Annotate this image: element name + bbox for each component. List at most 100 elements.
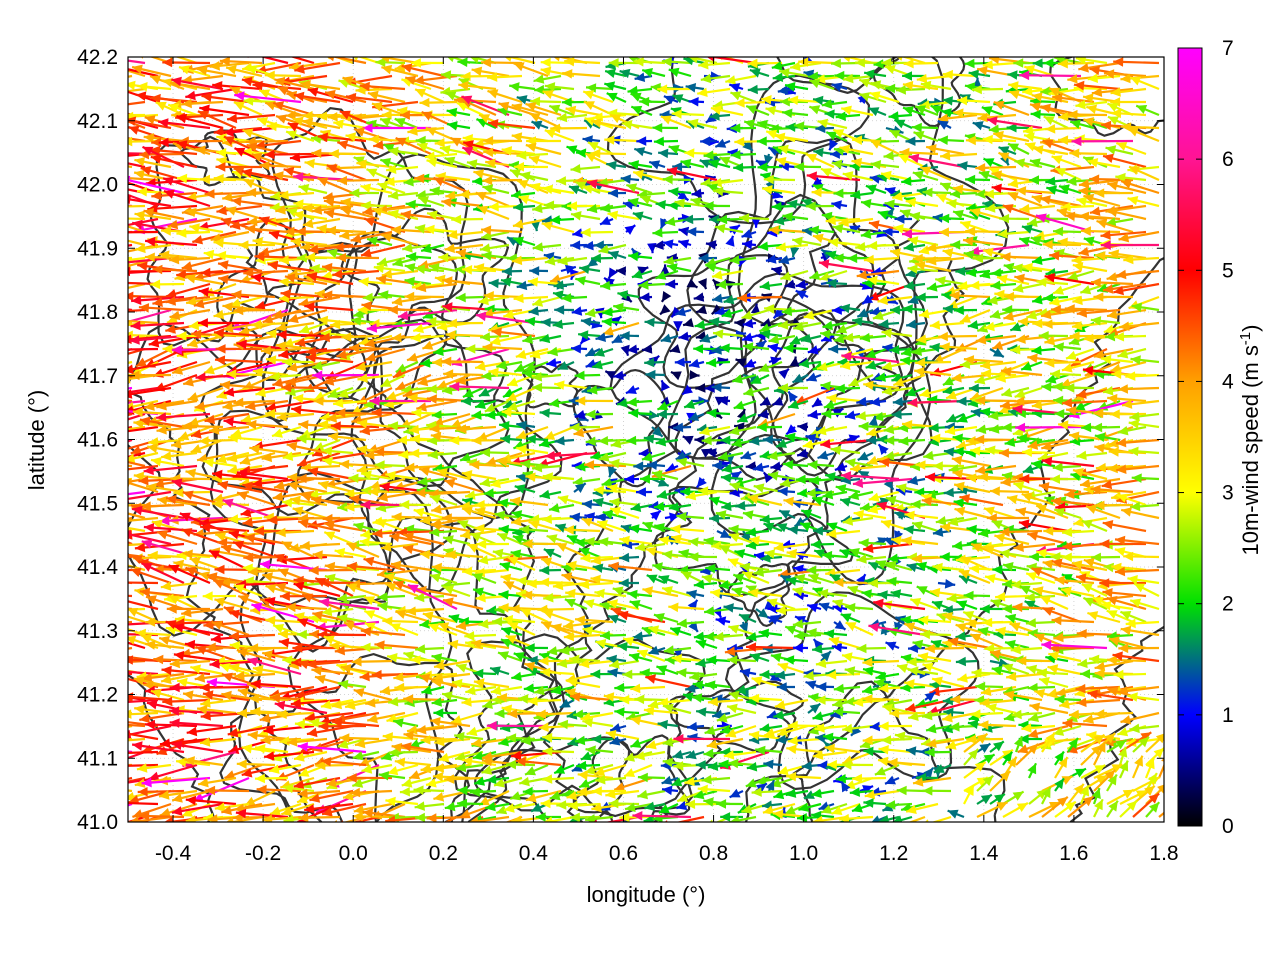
wind-arrow-head xyxy=(419,466,431,476)
wind-arrow-head xyxy=(869,306,881,316)
wind-arrow-head xyxy=(200,267,211,278)
wind-arrow-head xyxy=(381,110,392,120)
wind-arrow-head xyxy=(554,436,565,446)
wind-arrow-head xyxy=(926,144,937,154)
wind-arrow-head xyxy=(130,445,142,455)
wind-arrow-head xyxy=(550,123,561,134)
wind-arrow-head xyxy=(471,435,482,446)
wind-arrow-head xyxy=(833,334,845,344)
wind-arrow-head xyxy=(1089,65,1100,76)
wind-arrow-head xyxy=(1090,277,1101,288)
wind-arrow-head xyxy=(956,396,967,406)
wind-arrow-head xyxy=(828,237,839,248)
wind-arrow-head xyxy=(561,97,572,107)
wind-arrow-head xyxy=(280,289,291,299)
wind-arrow-head xyxy=(447,229,458,240)
wind-arrow-head xyxy=(670,371,682,381)
wind-arrow-head xyxy=(445,190,456,201)
wind-arrow-head xyxy=(553,280,564,290)
wind-arrow-head xyxy=(713,329,724,339)
wind-arrow-head xyxy=(709,317,720,327)
wind-arrow-head xyxy=(136,357,147,367)
wind-arrow-head xyxy=(96,290,106,300)
wind-arrow-head xyxy=(513,62,525,72)
wind-arrow-head xyxy=(1041,456,1053,467)
wind-arrow-shaft xyxy=(1015,425,1082,429)
wind-arrow-head xyxy=(516,444,527,455)
wind-arrow-head xyxy=(1136,105,1148,114)
wind-arrow-head xyxy=(665,279,676,289)
wind-arrow-head xyxy=(151,457,162,467)
wind-arrow-head xyxy=(641,344,653,354)
wind-arrow-head xyxy=(374,460,385,470)
wind-arrow-head xyxy=(935,276,946,286)
wind-arrow-head xyxy=(151,137,162,148)
wind-arrow-head xyxy=(780,97,790,107)
wind-arrow-head xyxy=(751,217,761,228)
wind-arrow-head xyxy=(132,407,143,417)
wind-arrow-head xyxy=(939,227,949,237)
wind-arrow-head xyxy=(289,152,301,163)
wind-arrow-head xyxy=(1008,81,1019,91)
wind-arrow-head xyxy=(226,369,237,379)
wind-arrow-head xyxy=(562,69,573,79)
wind-arrow-shaft xyxy=(128,412,146,421)
wind-arrow-shaft xyxy=(128,204,133,208)
wind-arrow-head xyxy=(636,487,646,497)
wind-arrow-head xyxy=(968,383,979,393)
wind-arrow-head xyxy=(223,127,234,137)
wind-arrow-head xyxy=(952,469,964,479)
wind-arrow-head xyxy=(1075,57,1086,65)
wind-arrow-head xyxy=(1092,422,1103,433)
wind-arrow-head xyxy=(381,64,393,75)
wind-arrow-head xyxy=(747,58,758,69)
wind-arrow-head xyxy=(694,320,706,330)
contour-line xyxy=(209,336,454,653)
wind-arrow-head xyxy=(866,427,878,437)
wind-arrow-head xyxy=(889,345,900,355)
wind-arrow-shaft xyxy=(128,386,159,394)
wind-arrow-head xyxy=(274,480,285,491)
wind-arrow-head xyxy=(689,358,700,368)
wind-arrow-head xyxy=(915,105,927,115)
wind-arrow-head xyxy=(805,201,816,211)
wind-arrow-head xyxy=(264,149,275,160)
wind-arrow-head xyxy=(890,305,900,315)
wind-arrow-head xyxy=(775,157,787,167)
wind-arrow-head xyxy=(204,365,215,375)
wind-arrow-head xyxy=(128,291,134,301)
wind-arrow-head xyxy=(975,163,986,173)
wind-arrow-head xyxy=(185,90,196,101)
wind-arrow-head xyxy=(406,252,417,262)
wind-arrow-head xyxy=(475,399,486,409)
wind-arrow-head xyxy=(981,369,992,379)
wind-arrow-head xyxy=(809,270,821,280)
wind-arrow-head xyxy=(645,369,656,380)
wind-arrow-head xyxy=(1036,277,1047,287)
wind-arrow-head xyxy=(473,169,485,179)
wind-arrow-head xyxy=(1016,186,1027,196)
wind-arrow-head xyxy=(938,331,948,342)
wind-arrow-head xyxy=(475,311,487,322)
wind-arrow-head xyxy=(668,67,680,77)
wind-arrow-head xyxy=(696,476,707,488)
wind-arrow-head xyxy=(1072,321,1083,331)
wind-arrow-head xyxy=(355,361,366,372)
wind-arrow-head xyxy=(665,463,677,472)
wind-arrow-head xyxy=(147,550,158,561)
wind-arrow-head xyxy=(447,57,455,63)
wind-arrow-head xyxy=(195,145,206,155)
wind-arrow-head xyxy=(575,276,586,286)
wind-arrow-head xyxy=(458,81,469,91)
wind-arrow-head xyxy=(512,219,524,229)
wind-arrow-head xyxy=(1014,158,1026,168)
wind-arrow-head xyxy=(1051,155,1063,165)
wind-arrow-head xyxy=(1029,175,1039,185)
wind-arrow-head xyxy=(1108,249,1120,259)
wind-arrow-head xyxy=(709,214,719,225)
wind-arrow-head xyxy=(663,95,675,105)
wind-arrow-head xyxy=(1008,143,1020,153)
wind-arrow-head xyxy=(937,113,949,124)
wind-arrow-head xyxy=(108,278,118,288)
wind-arrow-head xyxy=(626,435,637,446)
